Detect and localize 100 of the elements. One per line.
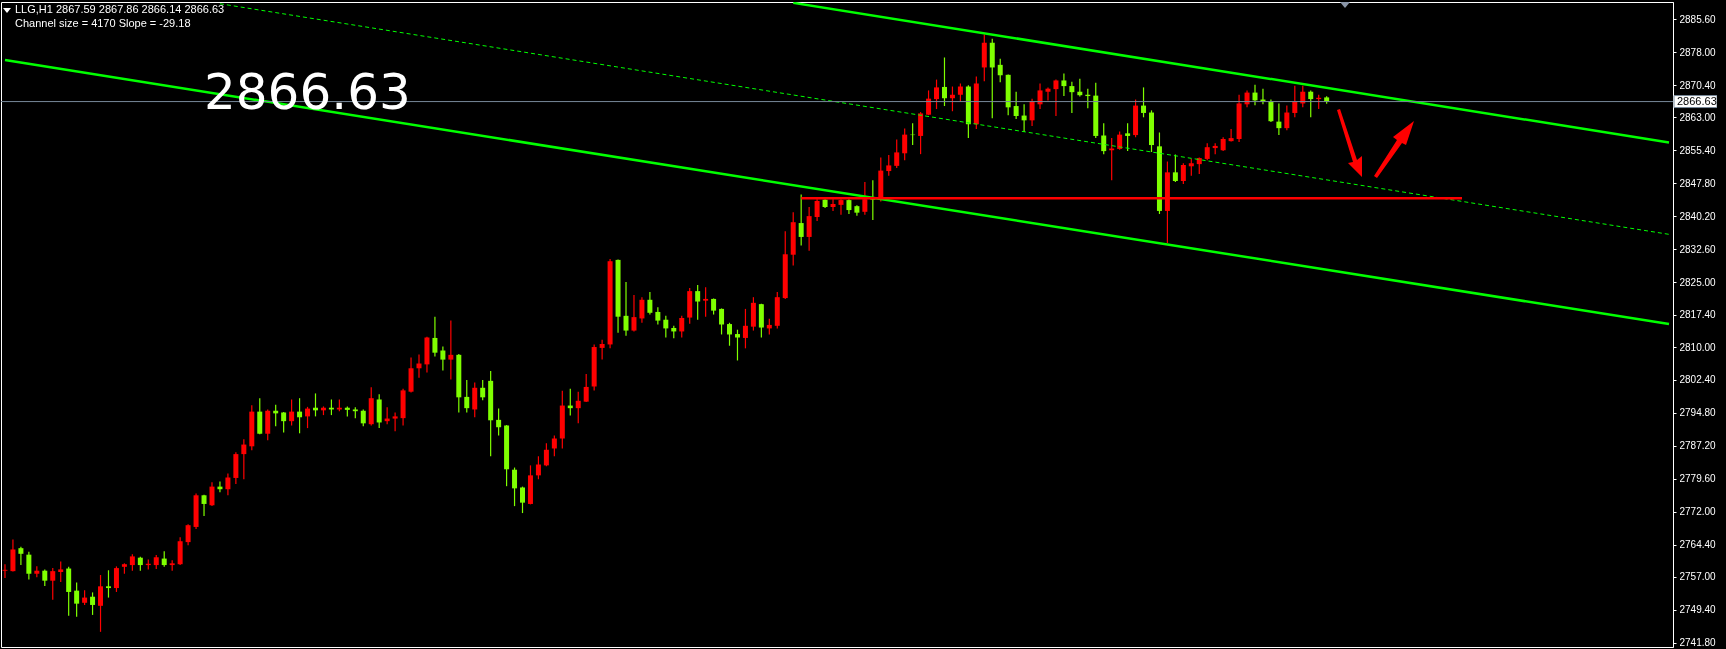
candlestick — [233, 451, 239, 485]
candlestick — [734, 329, 740, 362]
candlestick — [894, 138, 900, 169]
y-tick-label: 2855.40 — [1679, 144, 1717, 156]
y-tick-label: 2840.20 — [1679, 210, 1717, 222]
candlestick — [647, 291, 653, 316]
candlestick — [177, 536, 183, 566]
y-tick-label: 2772.00 — [1679, 506, 1717, 518]
candlestick — [631, 294, 637, 333]
candlestick — [679, 315, 685, 339]
y-tick-label: 2749.40 — [1679, 604, 1717, 616]
text: Channel size = 4170 Slope = -29.18 — [15, 17, 191, 29]
candlestick — [599, 339, 605, 361]
candlestick — [512, 466, 518, 507]
candlestick — [1029, 98, 1035, 127]
ref-line-label: 2866.63 — [1677, 94, 1717, 107]
candlestick — [440, 346, 446, 372]
candlestick — [2, 563, 8, 579]
candlestick — [886, 154, 892, 177]
candlestick — [98, 574, 104, 633]
candlestick — [225, 473, 231, 496]
candlestick — [997, 58, 1003, 83]
candlestick — [806, 206, 812, 252]
candlestick — [305, 406, 311, 429]
candlestick — [1172, 153, 1178, 183]
candlestick — [1125, 122, 1131, 152]
y-tick-label: 2847.80 — [1679, 177, 1717, 189]
y-tick-label: 2787.20 — [1679, 440, 1717, 452]
candlestick — [105, 569, 111, 599]
y-tick-label: 2863.00 — [1679, 111, 1717, 123]
candlestick — [1045, 86, 1051, 101]
candlestick — [50, 567, 56, 601]
candlestick — [543, 442, 549, 467]
candlestick — [376, 393, 382, 429]
candlestick — [58, 561, 64, 583]
candlestick — [1061, 72, 1067, 97]
y-tick-label: 2878.00 — [1679, 46, 1717, 58]
y-tick-label: 2794.80 — [1679, 407, 1717, 419]
candlestick — [432, 316, 438, 358]
candlestick — [1308, 89, 1314, 118]
y-tick-label: 2870.40 — [1679, 79, 1717, 91]
candlestick — [750, 296, 756, 332]
candlestick — [480, 379, 486, 401]
candlestick — [1284, 105, 1290, 131]
candlestick — [18, 546, 24, 566]
candlestick — [408, 356, 414, 394]
candlestick — [464, 379, 470, 414]
candlestick — [1053, 78, 1059, 117]
candlestick — [281, 411, 287, 434]
candlestick — [575, 391, 581, 424]
candlestick — [185, 523, 191, 546]
chart-title: LLG,H1 2867.59 2867.86 2866.14 2866.63 — [15, 3, 225, 15]
candlestick — [265, 408, 271, 441]
candlestick — [957, 82, 963, 103]
candlestick — [520, 486, 525, 514]
candlestick — [663, 315, 669, 339]
candlestick — [623, 281, 629, 337]
candlestick — [241, 438, 247, 480]
candlestick — [934, 78, 940, 110]
candlestick — [639, 296, 645, 324]
candlestick — [1268, 98, 1274, 123]
candlestick — [496, 407, 502, 437]
candlestick — [1276, 102, 1282, 136]
candlestick — [1101, 122, 1107, 155]
candlestick — [551, 434, 557, 457]
candlestick — [719, 307, 725, 336]
candlestick — [742, 308, 748, 349]
candlestick — [113, 565, 119, 593]
candlestick — [1180, 162, 1186, 185]
candlestick — [758, 303, 764, 339]
y-tick-label: 2802.40 — [1679, 374, 1717, 386]
candlestick — [1292, 85, 1298, 118]
candlestick — [1252, 84, 1258, 106]
y-tick-label: 2885.60 — [1679, 13, 1717, 25]
y-tick-label: 2779.60 — [1679, 473, 1717, 485]
candlestick — [727, 322, 733, 347]
y-tick-label: 2825.00 — [1679, 276, 1717, 288]
y-tick-label: 2810.00 — [1679, 341, 1717, 353]
candlestick — [798, 193, 804, 247]
candlestick — [448, 320, 454, 381]
candlestick — [1141, 86, 1147, 118]
y-tick-label: 2832.60 — [1679, 243, 1717, 255]
candlestick — [10, 538, 16, 573]
candlestick — [90, 591, 96, 616]
candlestick — [1013, 91, 1019, 120]
candlestick — [66, 566, 72, 617]
candlestick — [703, 286, 709, 318]
candlestick — [918, 111, 924, 155]
candlestick — [1228, 128, 1234, 143]
candlestick — [472, 381, 478, 418]
candlestick — [1117, 131, 1123, 151]
y-tick-label: 2817.40 — [1679, 309, 1717, 321]
candlestick — [289, 398, 295, 427]
candlestick — [902, 127, 908, 161]
y-tick-label: 2757.00 — [1679, 571, 1717, 583]
y-tick-label: 2764.40 — [1679, 539, 1717, 551]
y-tick-label: 2741.80 — [1679, 637, 1717, 649]
candlestick — [941, 56, 947, 107]
candlestick — [257, 397, 263, 435]
candlestick — [74, 581, 80, 618]
